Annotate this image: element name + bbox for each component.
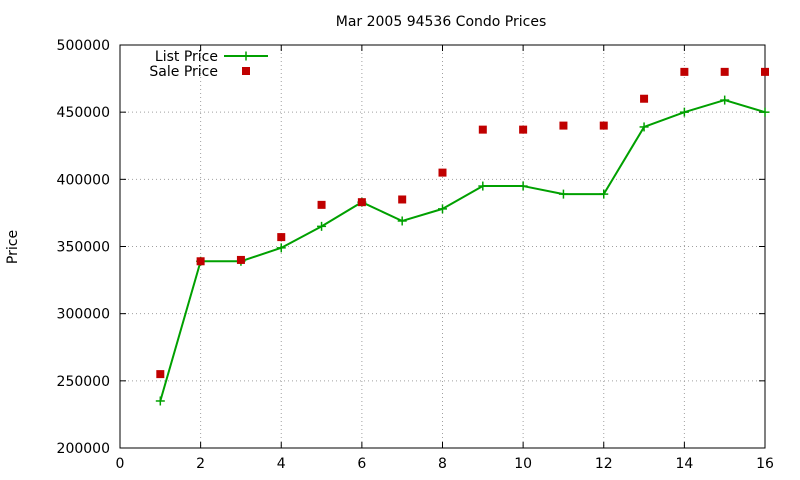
grid <box>120 45 765 448</box>
data-point <box>720 95 730 105</box>
y-tick-label: 250000 <box>57 374 110 390</box>
axis-ticks: 0 2 4 6 8 10 12 14 16 200000 250000 300000 350000 400… <box>57 38 774 472</box>
x-tick-label: 8 <box>438 456 447 472</box>
data-point <box>196 257 205 266</box>
legend-marker <box>242 67 250 75</box>
data-point <box>357 198 366 207</box>
data-point <box>236 255 245 264</box>
x-tick-label: 6 <box>357 456 366 472</box>
y-tick-label: 200000 <box>57 441 110 457</box>
data-point <box>478 125 487 134</box>
data-point <box>680 67 689 76</box>
data-point <box>760 107 770 117</box>
data-point <box>519 125 528 134</box>
legend-label: Sale Price <box>149 64 218 80</box>
data-point <box>558 189 568 199</box>
data-point <box>761 67 769 76</box>
y-tick-label: 400000 <box>57 172 110 188</box>
data-point <box>679 107 689 117</box>
data-point <box>518 181 528 191</box>
data-point <box>599 121 608 130</box>
data-point <box>276 243 286 253</box>
data-point <box>599 189 609 199</box>
data-point <box>317 200 326 209</box>
x-tick-label: 0 <box>116 456 125 472</box>
x-tick-label: 4 <box>277 456 286 472</box>
legend-label: List Price <box>155 49 218 65</box>
data-point <box>478 181 488 191</box>
data-point <box>640 94 649 103</box>
series-layer <box>155 67 770 406</box>
data-point <box>397 216 407 226</box>
x-tick-label: 16 <box>756 456 774 472</box>
x-tick-label: 2 <box>196 456 205 472</box>
data-point <box>317 221 327 231</box>
data-point <box>639 122 649 132</box>
series-list-price <box>155 95 770 406</box>
data-point <box>155 396 165 406</box>
y-tick-label: 500000 <box>57 38 110 54</box>
data-point <box>277 233 286 242</box>
data-point <box>398 195 407 204</box>
y-tick-label: 450000 <box>57 105 110 121</box>
chart-title: Mar 2005 94536 Condo Prices <box>336 14 547 30</box>
series-line-list-price <box>159 99 766 402</box>
y-axis-label: Price <box>5 230 21 264</box>
data-point <box>438 168 447 177</box>
y-tick-label: 300000 <box>57 307 110 323</box>
x-tick-label: 14 <box>675 456 693 472</box>
y-tick-label: 350000 <box>57 240 110 256</box>
x-tick-label: 12 <box>595 456 613 472</box>
series-sale-price <box>156 67 769 379</box>
data-point <box>720 67 729 76</box>
legend-marker <box>241 51 251 61</box>
data-point <box>438 204 447 214</box>
data-point <box>559 121 568 130</box>
data-point <box>156 370 165 379</box>
x-tick-label: 10 <box>514 456 532 472</box>
